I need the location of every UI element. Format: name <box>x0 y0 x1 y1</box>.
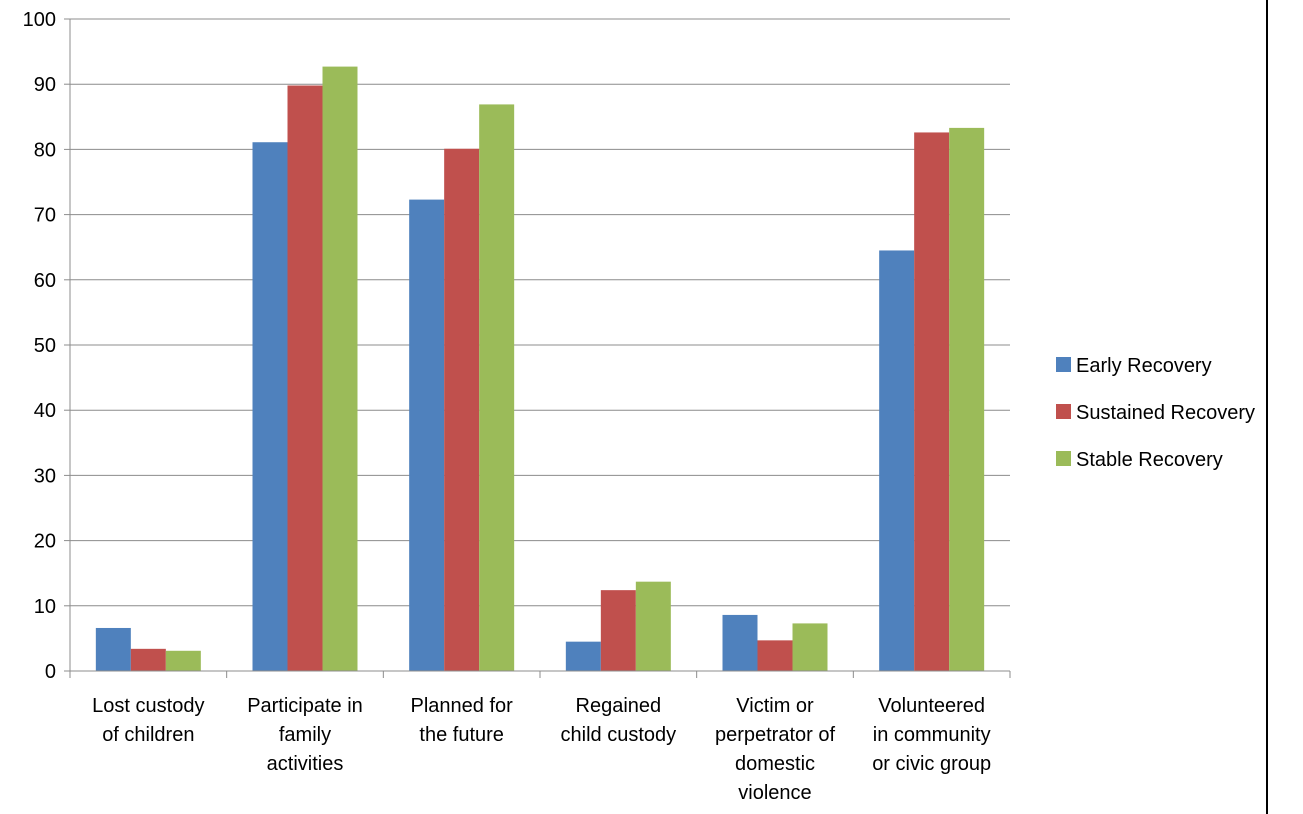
bars <box>95 66 985 672</box>
x-category-label: Regained <box>576 695 662 717</box>
legend-swatch <box>1056 357 1071 372</box>
bar-sustained-recovery <box>287 85 323 671</box>
x-category-label: domestic <box>735 753 815 775</box>
y-tick-label: 20 <box>34 531 56 553</box>
x-category-label: Victim or <box>736 695 814 717</box>
y-tick-label: 70 <box>34 205 56 227</box>
legend-swatch <box>1056 404 1071 419</box>
legend-label: Sustained Recovery <box>1076 402 1255 424</box>
y-tick-label: 80 <box>34 139 56 161</box>
y-tick-label: 100 <box>23 9 56 31</box>
x-category-label: or civic group <box>872 753 991 775</box>
y-tick-label: 50 <box>34 335 56 357</box>
x-category-label: activities <box>267 753 344 775</box>
y-tick-label: 90 <box>34 74 56 96</box>
y-tick-label: 0 <box>45 661 56 683</box>
x-category-label: Planned for <box>411 695 514 717</box>
x-category-label: Participate in <box>247 695 363 717</box>
x-category-label: Lost custody <box>92 695 204 717</box>
legend-swatch <box>1056 451 1071 466</box>
x-category-label: of children <box>102 724 194 746</box>
y-tick-label: 30 <box>34 465 56 487</box>
bar-stable-recovery <box>479 104 515 672</box>
legend: Early Recovery Sustained Recovery Stable R… <box>1056 355 1255 471</box>
axes <box>69 19 1011 678</box>
bar-sustained-recovery <box>757 640 793 671</box>
y-tick-label: 40 <box>34 400 56 422</box>
bar-sustained-recovery <box>130 648 166 671</box>
bar-early-recovery <box>565 641 601 671</box>
legend-label: Early Recovery <box>1076 355 1212 377</box>
bar-stable-recovery <box>635 581 671 671</box>
x-axis-labels: Lost custody of children Participate in fam… <box>92 695 991 804</box>
bar-early-recovery <box>95 627 131 671</box>
bar-sustained-recovery <box>444 148 480 672</box>
x-category-label: family <box>279 724 331 746</box>
legend-label: Stable Recovery <box>1076 449 1223 471</box>
bar-early-recovery <box>722 614 758 671</box>
bar-stable-recovery <box>792 623 828 671</box>
bar-stable-recovery <box>949 127 985 671</box>
x-category-label: perpetrator of <box>715 724 836 746</box>
x-category-label: the future <box>419 724 504 746</box>
y-tick-label: 10 <box>34 596 56 618</box>
y-axis-ticks: 0 10 20 30 40 50 60 70 80 90 100 <box>23 9 70 683</box>
bar-early-recovery <box>879 250 915 671</box>
x-category-label: child custody <box>561 724 677 746</box>
bar-early-recovery <box>409 199 445 671</box>
gridlines <box>70 18 1010 607</box>
bar-stable-recovery <box>165 650 201 671</box>
x-category-label: violence <box>738 782 811 804</box>
bar-sustained-recovery <box>600 590 636 671</box>
x-category-label: Volunteered <box>878 695 985 717</box>
bar-early-recovery <box>252 142 288 671</box>
bar-stable-recovery <box>322 66 358 671</box>
x-category-label: in community <box>873 724 991 746</box>
bar-sustained-recovery <box>914 132 950 671</box>
y-tick-label: 60 <box>34 270 56 292</box>
